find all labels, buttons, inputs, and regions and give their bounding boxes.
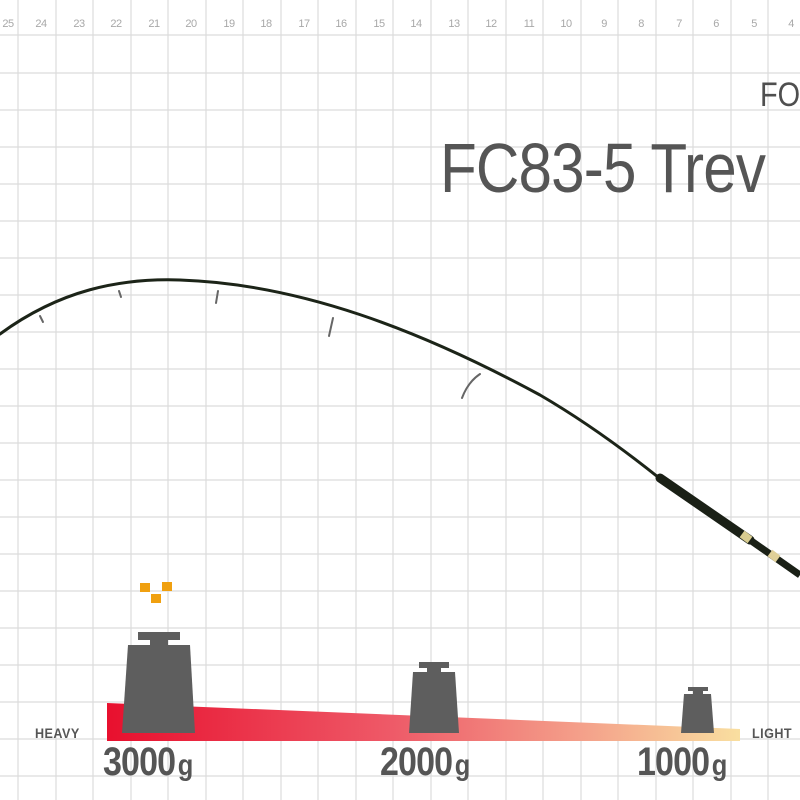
weight-label-1000g: 1000g (637, 740, 727, 785)
weight-unit: g (454, 749, 471, 782)
scale-number: 5 (751, 18, 757, 30)
weight-icon-3000g (122, 632, 195, 733)
weight-label-3000g: 3000g (103, 740, 193, 785)
scale-number: 18 (260, 18, 272, 30)
scale-number: 13 (448, 18, 460, 30)
weight-unit: g (177, 749, 194, 782)
length-scale: 25 24 23 22 21 20 19 18 17 16 15 14 13 1… (0, 0, 800, 36)
weight-value: 1000 (637, 740, 710, 784)
selected-power-indicator-icon (140, 582, 172, 603)
scale-number: 16 (335, 18, 347, 30)
scale-number: 20 (185, 18, 197, 30)
series-title: FO (760, 76, 800, 114)
scale-number: 23 (73, 18, 85, 30)
scale-number: 22 (110, 18, 122, 30)
weight-unit: g (711, 749, 728, 782)
scale-number: 9 (601, 18, 607, 30)
scale-number: 24 (35, 18, 47, 30)
scale-number: 25 (2, 18, 14, 30)
scale-number: 15 (373, 18, 385, 30)
scale-number: 11 (523, 18, 535, 30)
heavy-label: HEAVY (35, 725, 80, 741)
weight-icon-2000g (409, 662, 459, 733)
scale-number: 6 (713, 18, 719, 30)
model-title: FC83-5 Trev (440, 129, 766, 207)
scale-number: 10 (560, 18, 572, 30)
weight-icon-1000g (681, 687, 714, 733)
scale-number: 4 (788, 18, 794, 30)
scale-number: 14 (410, 18, 422, 30)
scale-number: 21 (148, 18, 160, 30)
weight-label-2000g: 2000g (380, 740, 470, 785)
weight-value: 3000 (103, 740, 176, 784)
scale-number: 19 (223, 18, 235, 30)
scale-number: 8 (638, 18, 644, 30)
light-label: LIGHT (752, 725, 793, 741)
weight-value: 2000 (380, 740, 453, 784)
scale-number: 7 (676, 18, 682, 30)
scale-number: 12 (485, 18, 497, 30)
rod-guides (39, 290, 481, 399)
scale-number: 17 (298, 18, 310, 30)
